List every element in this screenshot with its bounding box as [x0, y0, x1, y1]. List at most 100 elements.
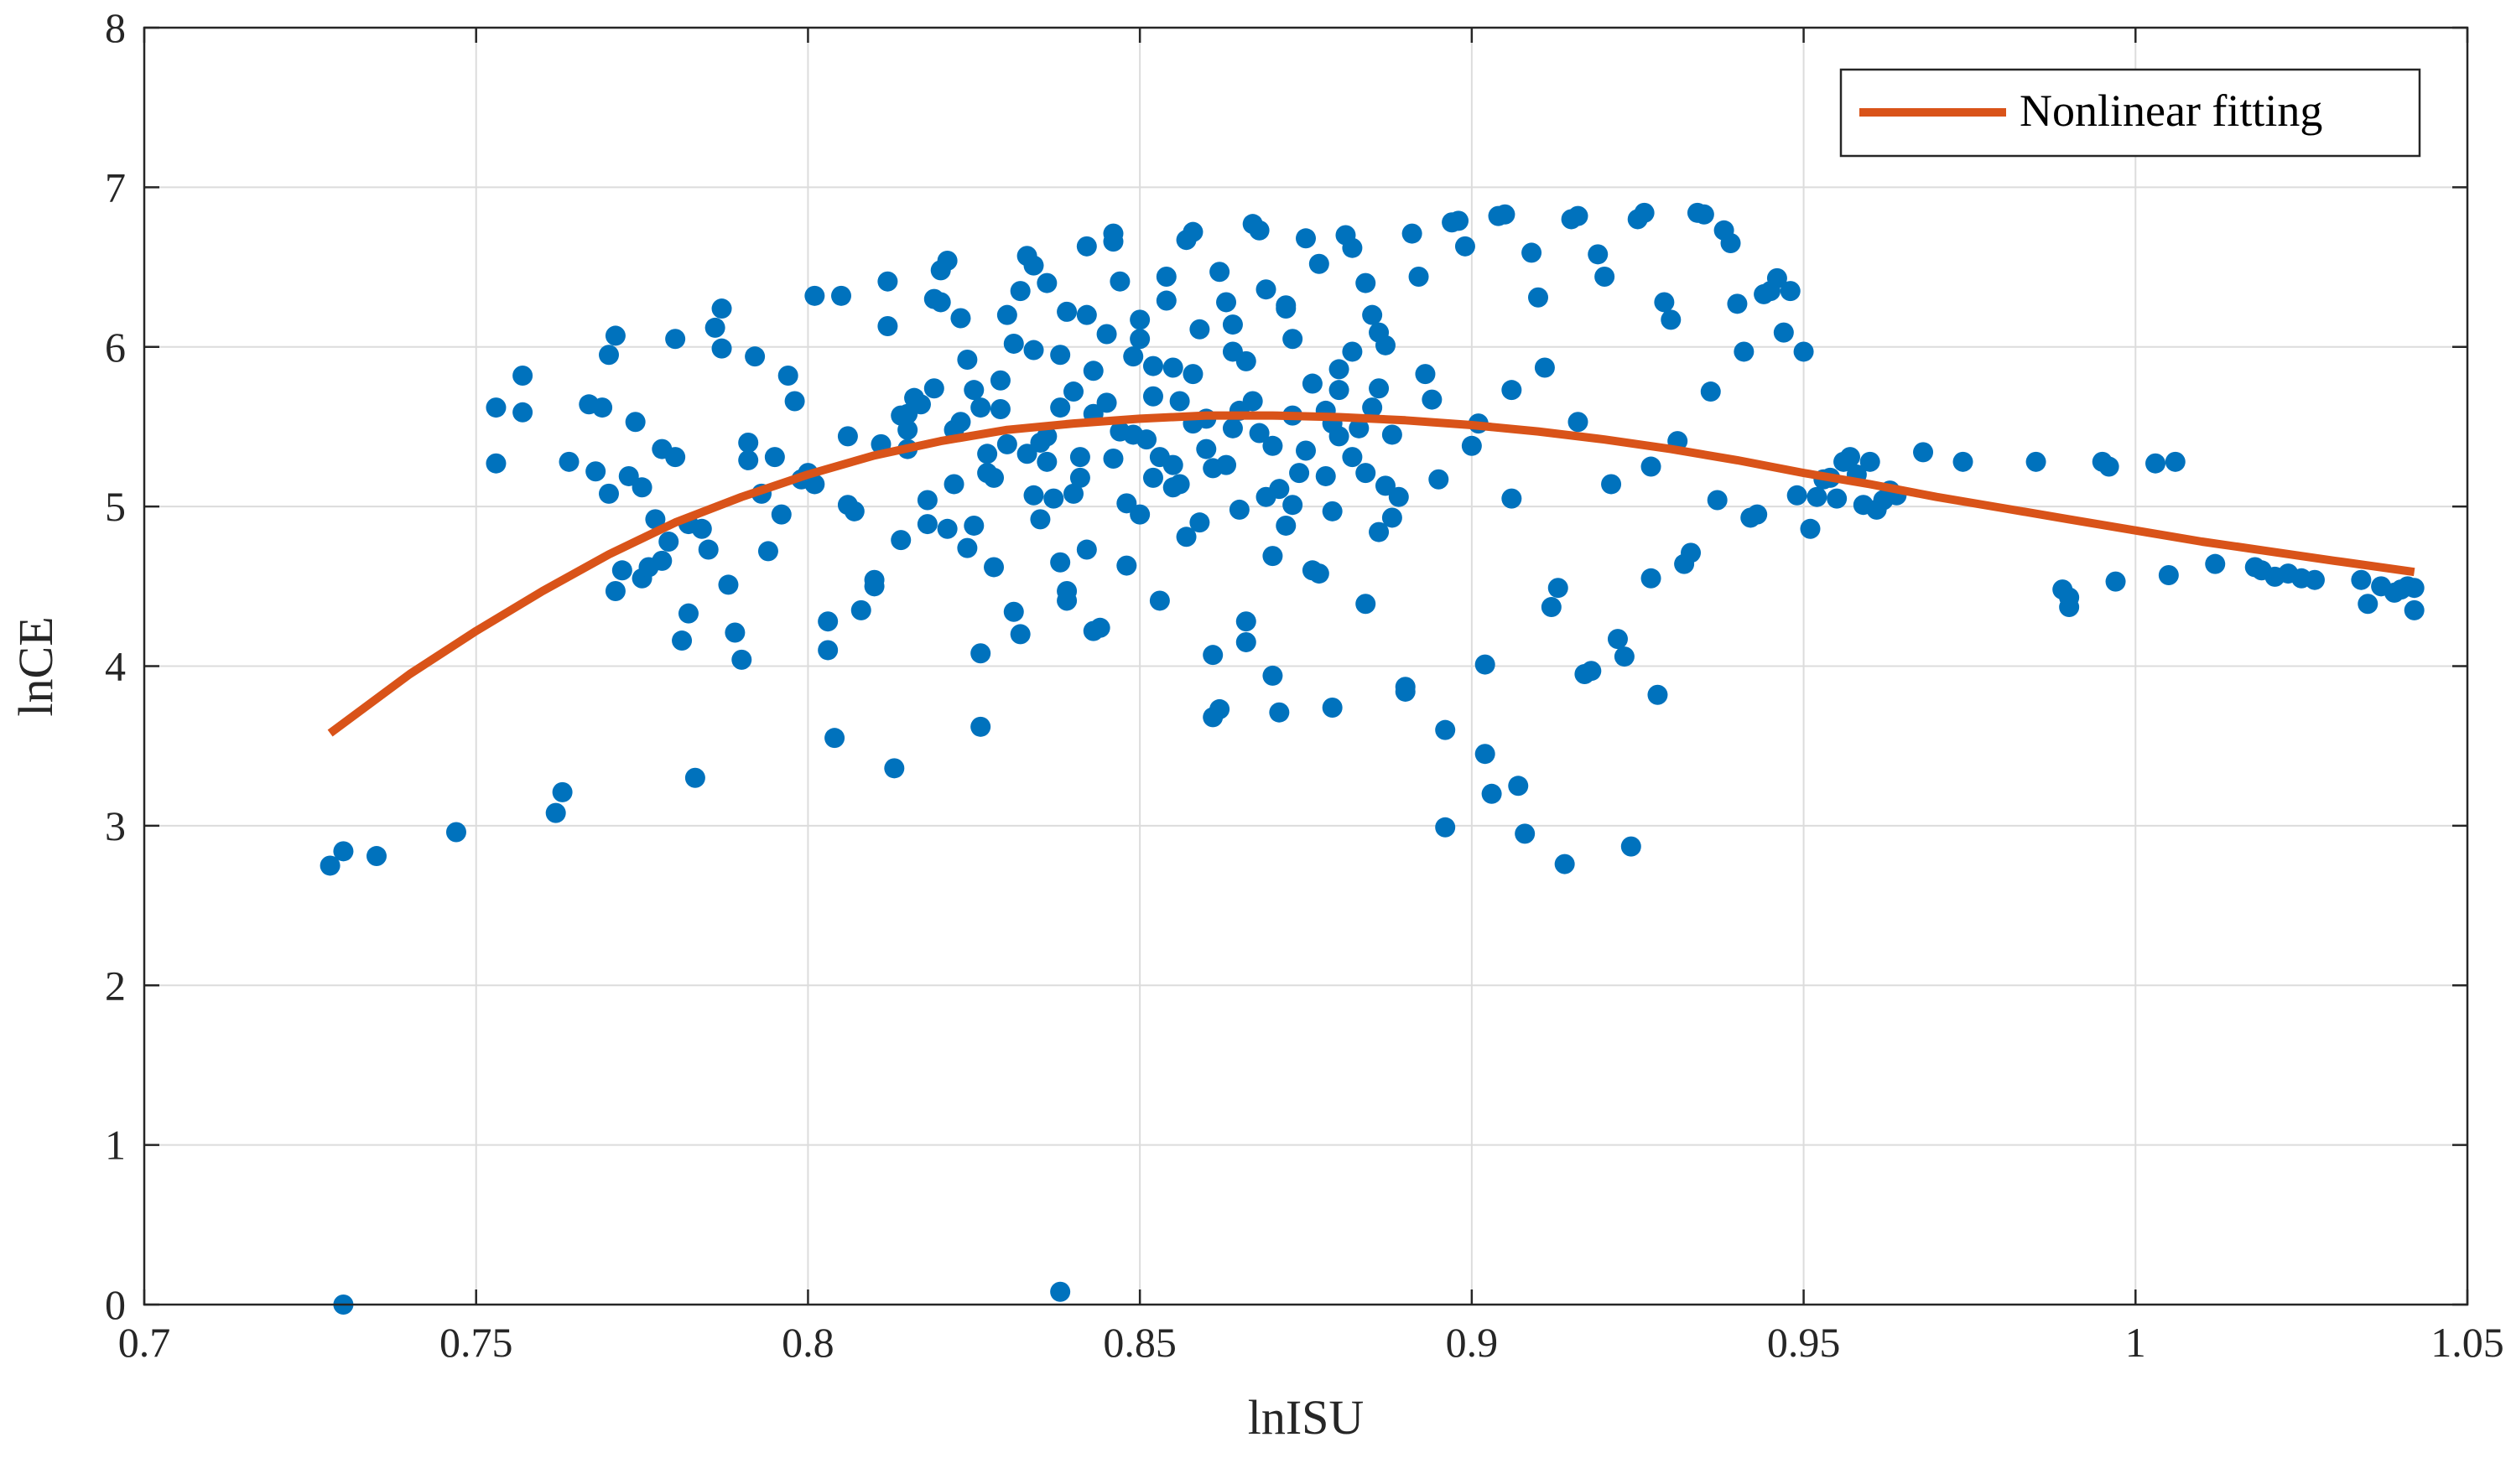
data-point [1827, 488, 1848, 509]
data-point [996, 433, 1017, 454]
data-point [831, 285, 851, 306]
data-point [1003, 333, 1024, 354]
data-point [1162, 357, 1183, 378]
data-point [897, 419, 918, 440]
data-point [672, 630, 693, 651]
axis-ticks: 0.7 0.75 0.8 0.85 0.9 0.95 1 1.05 0 1 2 3 4 5 6 7 8 [105, 4, 2504, 1366]
data-point [1355, 463, 1376, 484]
data-point [1050, 552, 1071, 573]
data-point [1023, 340, 1044, 361]
data-point [1123, 346, 1144, 367]
y-tick-label: 3 [105, 802, 126, 849]
data-point [837, 426, 858, 447]
data-point [1727, 293, 1748, 314]
data-point [1203, 645, 1224, 666]
data-point [1169, 474, 1190, 495]
data-point [2404, 578, 2425, 599]
data-point [512, 402, 533, 423]
data-point [1076, 539, 1097, 560]
data-point [1235, 350, 1256, 371]
data-point [1222, 314, 1243, 335]
data-point [1276, 295, 1297, 316]
data-point [2358, 594, 2378, 615]
data-point [1156, 290, 1177, 311]
data-point [923, 378, 944, 399]
data-point [1474, 654, 1495, 675]
data-point [1016, 444, 1037, 464]
data-point [711, 298, 732, 319]
data-point [1142, 386, 1163, 407]
data-point [877, 271, 898, 292]
data-point [645, 509, 666, 530]
data-point [970, 643, 991, 664]
data-point [1103, 231, 1124, 252]
data-point [1089, 617, 1110, 638]
data-point [1209, 262, 1230, 283]
data-point [1766, 267, 1787, 288]
data-point [1793, 341, 1814, 362]
data-point [1435, 719, 1456, 740]
data-point [1037, 272, 1058, 293]
data-point [1315, 465, 1336, 486]
legend: Nonlinear fitting [1839, 68, 2421, 158]
data-point [1454, 236, 1475, 257]
data-point [445, 822, 466, 843]
data-point [1037, 426, 1058, 447]
data-point [1521, 242, 1542, 263]
data-point [1057, 301, 1078, 322]
data-point [850, 599, 871, 620]
data-point [1235, 611, 1256, 632]
data-point [1023, 255, 1044, 276]
data-point [2351, 569, 2372, 590]
data-point [1110, 271, 1131, 292]
data-point [950, 308, 971, 329]
data-point [2098, 456, 2119, 477]
data-point [1369, 521, 1390, 542]
data-point [1308, 563, 1329, 584]
data-point [1362, 304, 1383, 325]
data-point [1395, 681, 1416, 702]
data-point [1534, 357, 1555, 378]
data-point [2145, 453, 2166, 474]
data-point [964, 380, 985, 401]
data-point [698, 539, 719, 560]
data-point [599, 483, 619, 504]
data-point [745, 346, 766, 367]
data-point [1720, 233, 1741, 254]
data-point [1515, 823, 1536, 844]
data-point [605, 581, 626, 602]
data-point [771, 504, 792, 525]
data-point [1308, 253, 1329, 274]
data-point [1169, 391, 1190, 412]
y-tick-label: 4 [105, 643, 126, 690]
data-point [652, 550, 673, 571]
data-point [552, 781, 573, 802]
data-point [1209, 698, 1230, 719]
data-point [738, 449, 759, 470]
data-point [2105, 571, 2126, 592]
data-point [2304, 569, 2325, 590]
data-point [818, 640, 839, 661]
data-point [1614, 646, 1635, 667]
data-point [1654, 292, 1675, 313]
data-point [1607, 629, 1628, 650]
data-point [970, 397, 991, 418]
data-point [1913, 442, 1934, 463]
data-point [1096, 392, 1117, 413]
data-point [884, 758, 905, 779]
data-point [1707, 490, 1728, 511]
data-point [1786, 485, 1807, 506]
x-tick-label: 0.85 [1103, 1319, 1177, 1366]
data-point [891, 530, 912, 551]
data-point [1640, 456, 1661, 477]
data-point [1800, 518, 1821, 539]
data-point [1474, 744, 1495, 765]
data-point [1428, 469, 1449, 490]
data-point [1567, 412, 1588, 433]
data-point [1183, 221, 1204, 242]
data-point [1050, 397, 1071, 418]
data-point [559, 451, 580, 472]
data-point [1839, 447, 1860, 468]
data-point [1681, 542, 1702, 563]
